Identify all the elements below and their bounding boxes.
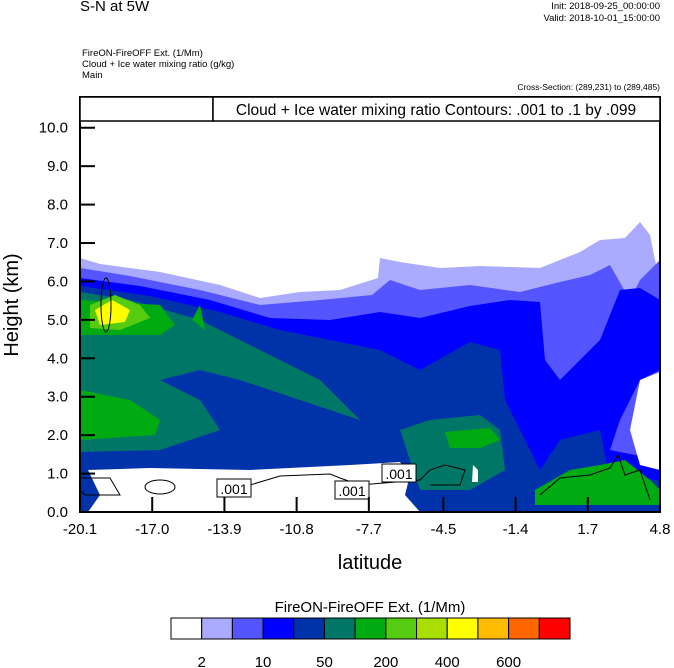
x-tick-label: -4.5 xyxy=(430,521,456,538)
plot-title: S-N at 5W xyxy=(80,0,150,15)
y-tick-label: 2.0 xyxy=(47,427,68,444)
contour-label: .001 xyxy=(220,481,247,497)
colorbar-label: 2 xyxy=(198,654,206,668)
x-tick-label: -20.1 xyxy=(63,521,97,538)
colorbar-swatch xyxy=(323,617,356,640)
contour-label-box xyxy=(216,478,252,498)
contour-label: .001 xyxy=(385,466,412,482)
y-tick-label: 10.0 xyxy=(39,120,68,137)
field-level-400-e xyxy=(192,305,205,330)
field-line-1: FireON-FireOFF Ext. (1/Mm) xyxy=(82,48,203,59)
colorbar-swatch xyxy=(385,617,418,640)
y-tick-label: 9.0 xyxy=(47,158,68,175)
colorbar-swatch xyxy=(170,617,203,640)
x-tick-label: -17.0 xyxy=(135,521,169,538)
field-line-3: Main xyxy=(82,70,103,81)
contour-lines xyxy=(79,277,651,501)
contour-label-box xyxy=(334,480,370,500)
time-info: Init: 2018-09-25_00:00:00 Valid: 2018-10… xyxy=(543,1,660,25)
x-tick-label: -7.7 xyxy=(356,521,382,538)
field-description: FireON-FireOFF Ext. (1/Mm) Cloud + Ice w… xyxy=(82,48,234,81)
colorbar-label: 50 xyxy=(316,654,333,668)
field-layer xyxy=(80,222,660,512)
y-tick-label: 6.0 xyxy=(47,273,68,290)
field-level-400-b xyxy=(80,390,160,440)
colorbar-swatch xyxy=(446,617,479,640)
valid-time: Valid: 2018-10-01_15:00:00 xyxy=(543,13,660,24)
y-tick-label: 0.0 xyxy=(47,504,68,521)
y-tick-label: 5.0 xyxy=(47,312,68,329)
colorbar-swatch xyxy=(354,617,387,640)
colorbar-label: 200 xyxy=(373,654,398,668)
field-level-400-d xyxy=(535,460,660,505)
contour-info-text: Cloud + Ice water mixing ratio Contours:… xyxy=(236,102,636,119)
contour-line xyxy=(100,277,112,333)
field-line-2: Cloud + Ice water mixing ratio (g/kg) xyxy=(82,59,235,70)
contour-line xyxy=(239,464,466,489)
colorbar-swatch xyxy=(416,617,448,640)
y-tick-label: 3.0 xyxy=(47,389,68,406)
colorbar-label: 400 xyxy=(435,654,460,668)
contour-info-box xyxy=(212,96,661,122)
colorbar-swatch xyxy=(508,617,540,640)
field-level-400-c xyxy=(445,428,500,448)
field-gap-small xyxy=(472,465,478,482)
field-level-yellow xyxy=(95,300,130,325)
x-axis-label: latitude xyxy=(338,552,403,574)
y-tick-label: 8.0 xyxy=(47,197,68,214)
x-tick-label: -10.8 xyxy=(280,521,314,538)
colorbar-swatch xyxy=(201,617,233,640)
cross-section-label: Cross-Section: (289,231) to (289,485) xyxy=(517,82,660,92)
colorbar-swatch xyxy=(538,617,571,640)
field-gap-right xyxy=(630,372,660,470)
colorbar-swatch xyxy=(293,617,325,640)
x-tick-label: -1.4 xyxy=(503,521,529,538)
colorbar-swatch xyxy=(262,617,295,640)
title-blank-box xyxy=(79,96,214,122)
contour-label-box xyxy=(381,463,417,483)
colorbar-label: 10 xyxy=(255,654,272,668)
x-tick-label: -13.9 xyxy=(207,521,241,538)
contour-line xyxy=(144,479,176,495)
y-tick-label: 4.0 xyxy=(47,350,68,367)
x-tick-label: 4.8 xyxy=(650,521,671,538)
contour-line xyxy=(79,477,121,496)
x-tick-label: 1.7 xyxy=(577,521,598,538)
y-tick-label: 1.0 xyxy=(47,466,68,483)
init-time: Init: 2018-09-25_00:00:00 xyxy=(551,1,660,12)
contour-line xyxy=(539,453,651,501)
colorbar-title: FireON-FireOFF Ext. (1/Mm) xyxy=(275,599,466,616)
contour-label: .001 xyxy=(338,483,365,499)
y-tick-label: 7.0 xyxy=(47,235,68,252)
y-axis-label: Height (km) xyxy=(1,253,23,356)
colorbar-swatch xyxy=(477,617,510,640)
colorbar-swatch xyxy=(231,617,264,640)
colorbar-label: 600 xyxy=(496,654,521,668)
